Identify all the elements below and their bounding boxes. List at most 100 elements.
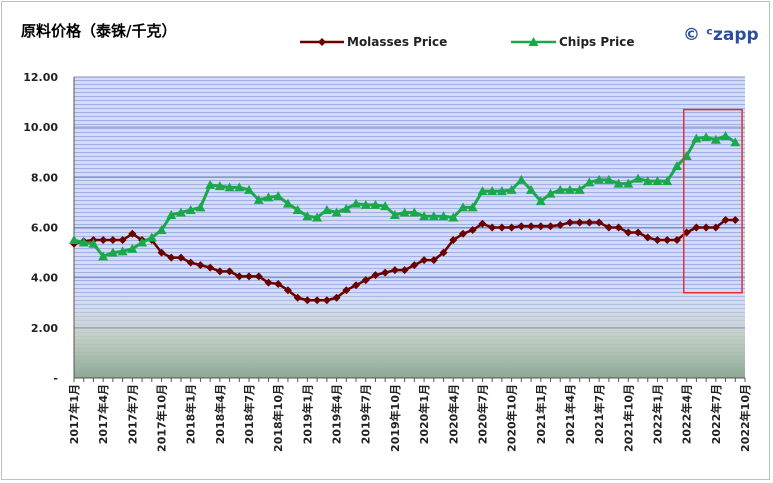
highlight-box [682, 108, 743, 294]
data-point [156, 225, 167, 235]
x-tick-label: 2018年7月 [242, 384, 256, 444]
data-point [361, 276, 370, 285]
data-point [692, 223, 701, 232]
data-point [263, 192, 274, 202]
chart-title: 原料价格（泰铢/千克） [21, 22, 177, 40]
data-point [313, 296, 322, 305]
data-point [303, 296, 312, 305]
data-point [127, 243, 138, 253]
data-point [214, 181, 225, 191]
data-point [195, 202, 206, 212]
x-tick-label: 2022年10月 [738, 384, 752, 452]
data-point [283, 286, 292, 295]
data-point [399, 207, 410, 217]
data-point [652, 176, 663, 186]
data-point [292, 204, 303, 214]
data-point [321, 204, 332, 214]
data-point [497, 223, 506, 232]
x-tick-label: 2022年4月 [680, 384, 694, 444]
data-point [671, 161, 682, 171]
data-point [604, 223, 613, 232]
data-point [235, 272, 244, 281]
data-point [196, 261, 205, 270]
data-point [584, 177, 595, 187]
data-point [643, 233, 652, 242]
data-point [186, 258, 195, 267]
data-point [526, 184, 537, 194]
series-molasses [70, 215, 740, 305]
data-point [575, 218, 584, 227]
data-point [420, 256, 429, 265]
x-tick-label: 2018年10月 [271, 384, 285, 452]
data-point [488, 223, 497, 232]
data-point [117, 246, 128, 256]
data-point [477, 186, 488, 196]
data-point [254, 272, 263, 281]
data-point [98, 251, 109, 261]
x-tick-label: 2018年1月 [184, 384, 198, 444]
data-point [653, 236, 662, 245]
data-point [496, 186, 507, 196]
x-tick-label: 2020年10月 [505, 384, 519, 452]
data-point [710, 134, 721, 144]
x-tick-label: 2017年10月 [155, 384, 169, 452]
data-point [478, 219, 487, 228]
data-point [419, 211, 430, 221]
data-point [545, 188, 556, 198]
x-tick-label: 2018年4月 [213, 384, 227, 444]
data-point [468, 226, 477, 235]
y-tick-label: 4.00 [31, 272, 58, 285]
x-tick-label: 2021年7月 [592, 384, 606, 444]
data-point [351, 198, 362, 208]
data-point [380, 201, 391, 211]
data-point [535, 196, 546, 206]
data-point [516, 174, 527, 184]
x-tick-label: 2017年7月 [125, 384, 139, 444]
data-point [662, 176, 673, 186]
data-point [556, 220, 565, 229]
data-point [167, 253, 176, 262]
data-point [506, 184, 517, 194]
series-chips [69, 130, 741, 261]
data-point [282, 198, 293, 208]
data-point [564, 184, 575, 194]
x-tick-label: 2022年7月 [709, 384, 723, 444]
y-tick-label: 6.00 [31, 222, 58, 235]
data-point [702, 223, 711, 232]
x-tick-label: 2020年4月 [446, 384, 460, 444]
data-point [624, 228, 633, 237]
x-axis-tick-labels: 2017年1月 2017年4月 2017年7月 2017年10月 2018年1月 2018… [67, 384, 752, 452]
data-point [341, 203, 352, 213]
data-point [457, 202, 468, 212]
data-point [731, 215, 740, 224]
data-point [137, 237, 148, 247]
data-point [613, 178, 624, 188]
data-point [253, 194, 264, 204]
data-point [69, 235, 79, 245]
data-point [331, 207, 342, 217]
data-point [108, 236, 117, 245]
data-point [429, 256, 438, 265]
series-lines [69, 130, 741, 305]
data-point [439, 248, 448, 257]
x-tick-label: 2021年10月 [621, 384, 635, 452]
data-point [720, 130, 731, 140]
data-point [663, 236, 672, 245]
data-point [614, 223, 623, 232]
highlight-rect [682, 108, 743, 294]
x-tick-label: 2017年1月 [67, 384, 81, 444]
data-point [390, 266, 399, 275]
legend-label-molasses: Molasses Price [347, 35, 448, 49]
axes [73, 77, 746, 382]
data-point [585, 218, 594, 227]
y-tick-label: 10.00 [23, 121, 58, 134]
data-point [458, 229, 467, 238]
data-point [107, 247, 118, 257]
data-point [536, 222, 545, 231]
data-point [603, 174, 614, 184]
data-point [594, 174, 605, 184]
legend-swatch-marker [318, 38, 326, 46]
data-point [527, 222, 536, 231]
data-point [205, 179, 216, 189]
data-point [507, 223, 516, 232]
